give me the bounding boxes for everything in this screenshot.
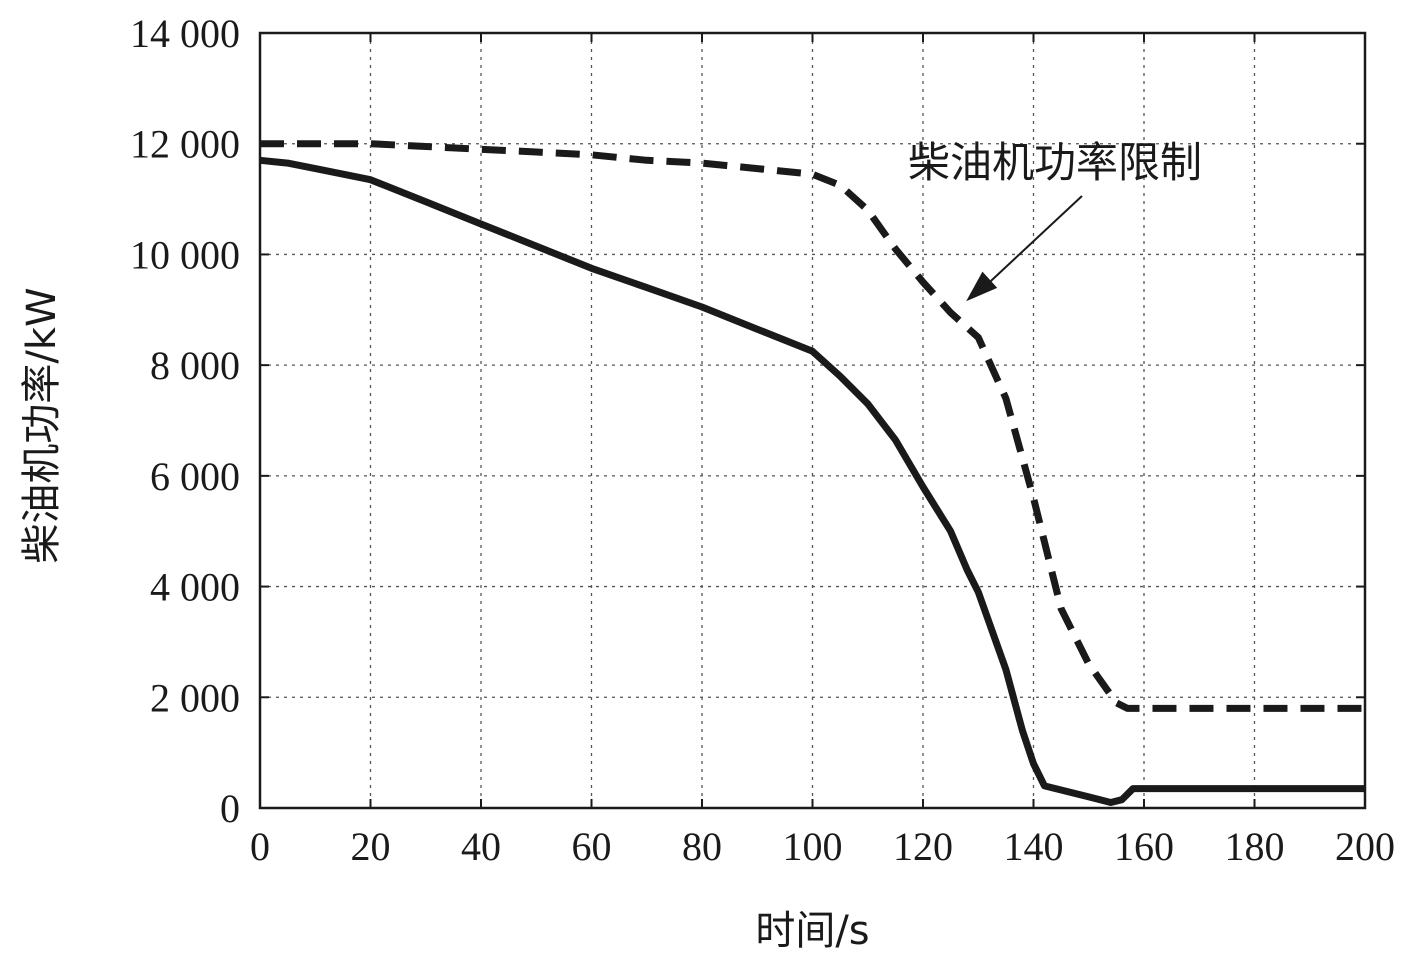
y-tick-label: 8 000 [150, 343, 240, 388]
x-tick-label: 40 [461, 824, 501, 869]
y-tick-labels: 0 2 000 4 000 6 000 8 000 10 000 12 000 14 000 [130, 11, 240, 831]
y-axis-title: 柴油机功率/kW [19, 287, 65, 563]
annotation-arrow-head [966, 271, 998, 302]
annotation: 柴油机功率限制 [908, 138, 1202, 302]
series-group [259, 140, 1365, 806]
annotation-arrow-line [983, 195, 1083, 288]
x-tick-label: 140 [1004, 824, 1064, 869]
tick-marks [259, 32, 1366, 809]
series-line-power-limit [260, 140, 1365, 712]
grid-lines [260, 33, 1365, 808]
y-tick-label: 12 000 [130, 122, 240, 167]
x-axis-title: 时间/s [755, 908, 869, 954]
y-tick-label: 10 000 [130, 232, 240, 277]
x-tick-labels: 0 20 40 60 80 100 120 140 160 180 200 [250, 824, 1395, 869]
y-tick-label: 4 000 [150, 565, 240, 610]
x-tick-label: 200 [1335, 824, 1395, 869]
series-line-power [259, 156, 1365, 806]
x-tick-label: 80 [682, 824, 722, 869]
y-tick-label: 2 000 [150, 675, 240, 720]
x-tick-label: 100 [783, 824, 843, 869]
x-tick-label: 60 [572, 824, 612, 869]
x-tick-label: 120 [893, 824, 953, 869]
x-tick-label: 180 [1225, 824, 1285, 869]
y-tick-label: 14 000 [130, 11, 240, 56]
x-tick-label: 160 [1114, 824, 1174, 869]
annotation-label: 柴油机功率限制 [908, 138, 1202, 187]
y-tick-label: 0 [220, 786, 240, 831]
x-tick-label: 0 [250, 824, 270, 869]
x-tick-label: 20 [351, 824, 391, 869]
y-tick-label: 6 000 [150, 454, 240, 499]
